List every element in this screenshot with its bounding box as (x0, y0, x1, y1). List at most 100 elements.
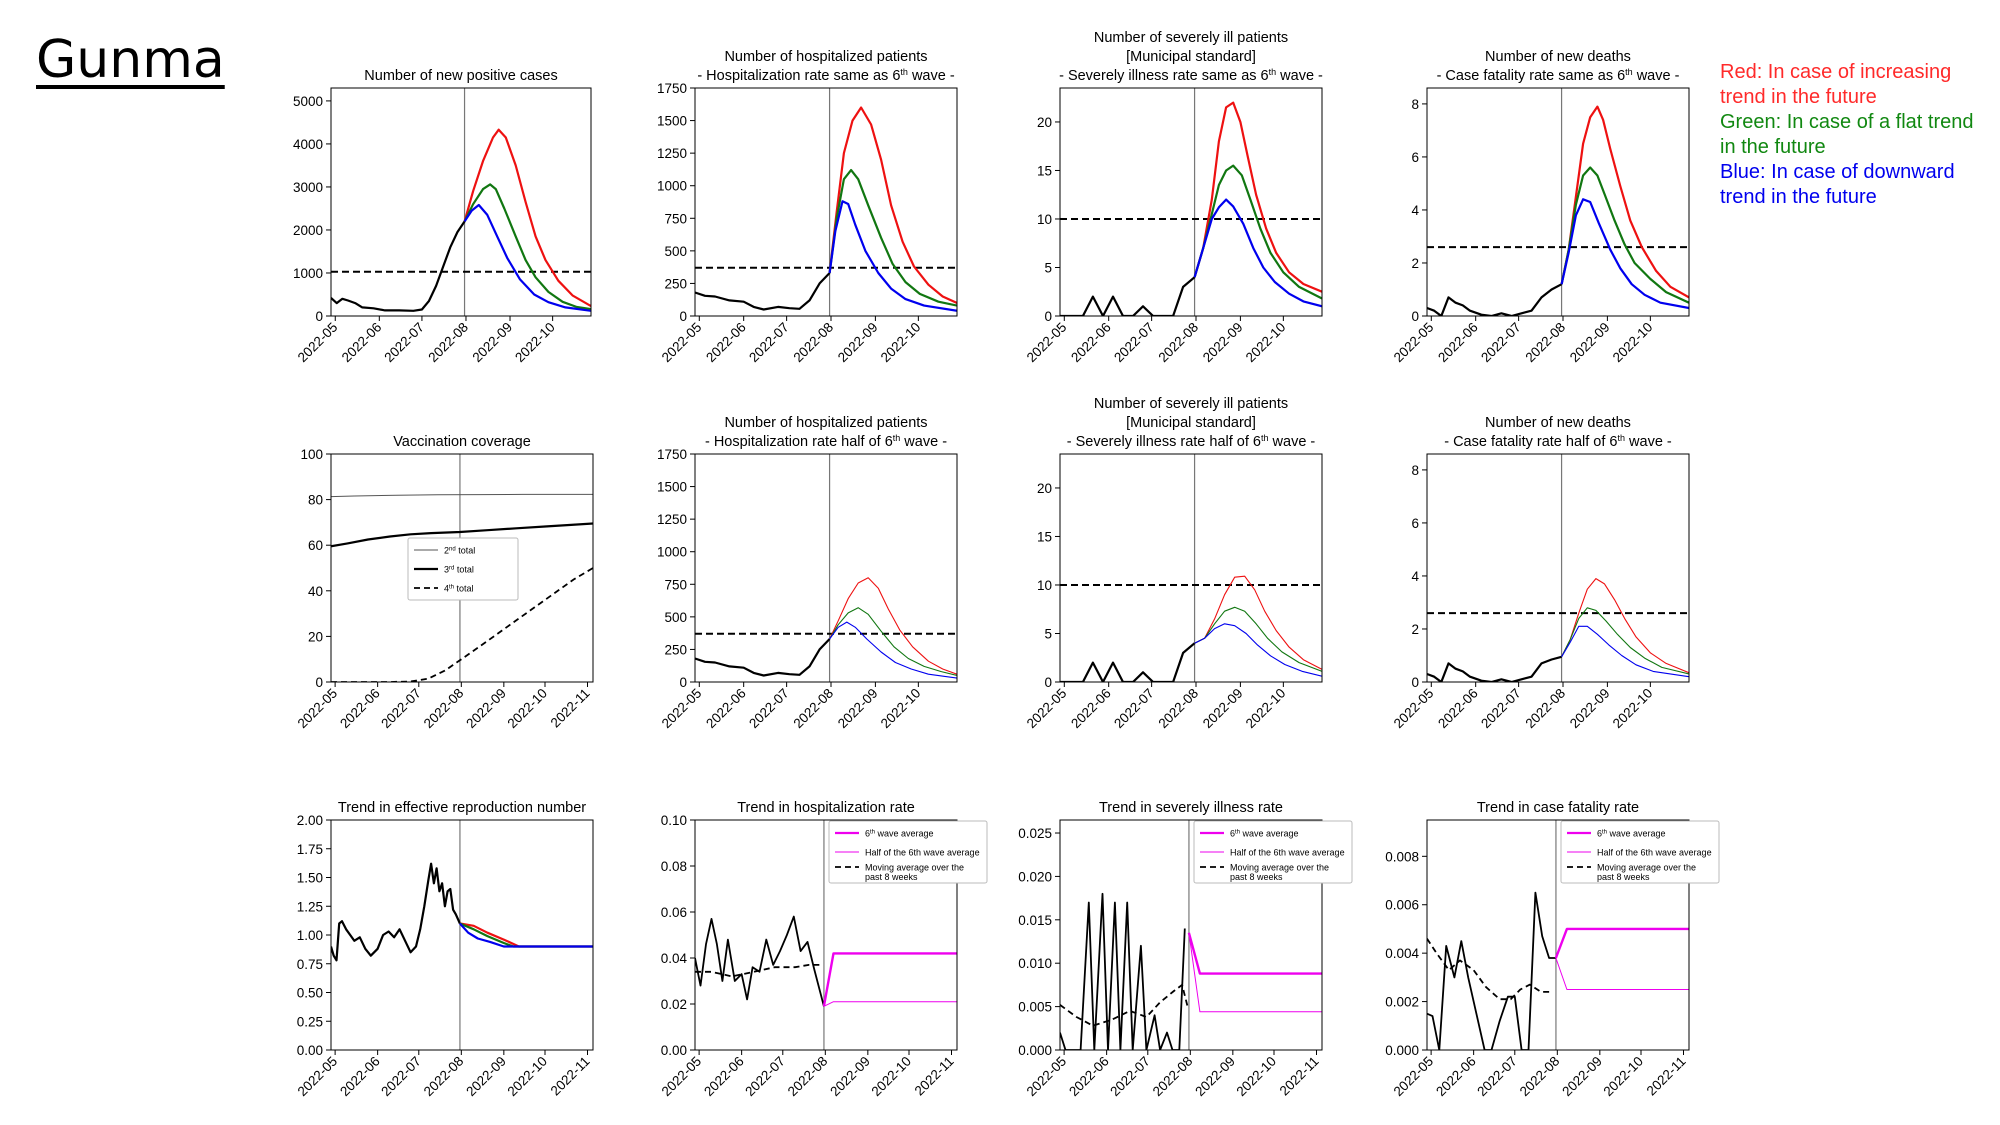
y-tick-label: 1.00 (297, 928, 323, 943)
y-tick-label: 0.00 (297, 1043, 323, 1058)
series-line-2 (1187, 932, 1322, 975)
x-tick-label: 2022-10 (1600, 1054, 1646, 1100)
legend-label: 6th wave average (865, 829, 934, 839)
x-tick-label: 2022-06 (337, 686, 383, 732)
chart-deaths-half: Number of new deaths - Case fatality rate… (1391, 415, 1690, 732)
x-tick-label: 2022-09 (835, 686, 881, 732)
series-line-2 (1561, 607, 1689, 675)
y-tick-label: 1500 (657, 480, 687, 495)
chart-hosp-half: Number of hospitalized patients - Hospita… (657, 415, 958, 732)
x-tick-label: 2022-05 (1391, 686, 1437, 732)
chart-severe-same: Number of severely ill patients [Municipa… (1024, 30, 1323, 365)
legend-label: 2nd total (444, 546, 475, 556)
y-tick-label: 1000 (657, 179, 687, 194)
x-tick-label: 2022-09 (1192, 1054, 1238, 1100)
chart-hosp-same: Number of hospitalized patients - Hospita… (657, 49, 958, 366)
legend-label: Moving average over the (1597, 863, 1696, 873)
scenario-note-blue: Blue: In case of downward trend in the f… (1720, 161, 1955, 208)
y-tick-label: 0.25 (297, 1014, 323, 1029)
x-tick-label: 2022-06 (1068, 320, 1114, 366)
x-tick-label: 2022-08 (1522, 686, 1568, 732)
y-tick-label: 0 (1411, 675, 1419, 690)
x-tick-label: 2022-09 (463, 1054, 509, 1100)
y-tick-label: 0 (1411, 309, 1419, 324)
series-line-1 (1194, 575, 1322, 670)
y-tick-label: 20 (1037, 115, 1052, 130)
y-tick-label: 0.025 (1018, 826, 1052, 841)
series-line-2 (829, 607, 957, 677)
x-tick-label: 2022-07 (746, 686, 792, 732)
legend-label: 6th wave average (1230, 829, 1299, 839)
y-tick-label: 0.000 (1018, 1043, 1052, 1058)
plot-area (1060, 454, 1322, 682)
y-tick-label: 0.50 (297, 986, 323, 1001)
chart-fatality-rate: Trend in case fatality rate 0.000 0.002 0.0… (1385, 800, 1720, 1100)
x-tick-label: 2022-09 (1559, 1054, 1605, 1100)
series-line-0 (1060, 276, 1196, 316)
x-tick-label: 2022-09 (835, 320, 881, 366)
legend-box (1560, 820, 1720, 884)
x-tick-label: 2022-07 (1478, 686, 1524, 732)
y-tick-label: 20 (308, 629, 323, 644)
y-tick-label: 15 (1037, 163, 1052, 178)
plot-area (1060, 820, 1322, 1050)
chart-title: Number of severely ill patients (1094, 30, 1288, 46)
x-tick-label: 2022-06 (703, 320, 749, 366)
x-tick-label: 2022-10 (878, 320, 924, 366)
chart-title: Trend in case fatality rate (1477, 800, 1639, 816)
x-tick-label: 2022-07 (381, 320, 427, 366)
y-tick-label: 0 (1044, 675, 1052, 690)
x-tick-label: 2022-10 (878, 686, 924, 732)
y-tick-label: 0.000 (1385, 1043, 1419, 1058)
plot-frame (1059, 453, 1323, 683)
y-tick-label: 0 (679, 675, 687, 690)
legend-label: Moving average over the (865, 863, 964, 873)
x-tick-label: 2022-08 (421, 686, 467, 732)
x-tick-label: 2022-08 (785, 1054, 831, 1100)
plot-frame (330, 87, 592, 317)
plot-frame (330, 819, 594, 1051)
y-tick-label: 0.06 (661, 905, 687, 920)
plot-area (331, 820, 593, 1050)
legend-label: Half of the 6th wave average (1597, 848, 1712, 858)
series-line-3 (1560, 198, 1689, 310)
x-tick-label: 2022-07 (378, 1054, 424, 1100)
y-tick-label: 250 (664, 276, 687, 291)
chart-title: - Case fatality rate half of 6th wave - (1444, 433, 1672, 450)
x-tick-label: 2022-09 (1567, 320, 1613, 366)
series-line-0 (1427, 891, 1556, 1050)
legend-label: Moving average over the (1230, 863, 1329, 873)
y-tick-label: 0.00 (661, 1043, 687, 1058)
x-tick-label: 2022-05 (1024, 1054, 1070, 1100)
y-tick-label: 3000 (293, 180, 323, 195)
scenario-notes: Red: In case of increasing trend in the … (1720, 60, 1990, 210)
x-tick-label: 2022-05 (659, 686, 705, 732)
series-line-3 (1561, 625, 1689, 678)
series-line-2 (1560, 166, 1689, 304)
y-tick-label: 2000 (293, 223, 323, 238)
x-tick-label: 2022-06 (1435, 320, 1481, 366)
chart-rt: Trend in effective reproduction number 0.… (295, 800, 594, 1100)
y-tick-label: 750 (664, 211, 687, 226)
x-tick-label: 2022-08 (1517, 1054, 1563, 1100)
chart-title: Number of hospitalized patients (724, 415, 927, 431)
plot-frame (1426, 87, 1690, 317)
x-tick-label: 2022-09 (827, 1054, 873, 1100)
y-tick-label: 2 (1411, 256, 1419, 271)
y-tick-label: 10 (1037, 212, 1052, 227)
y-tick-label: 2.00 (297, 813, 323, 828)
series-line-1 (1560, 105, 1689, 299)
series-line-0 (1060, 892, 1186, 1050)
series-line-0 (331, 493, 593, 498)
x-tick-label: 2022-05 (659, 1054, 705, 1100)
x-tick-label: 2022-07 (1111, 320, 1157, 366)
y-tick-label: 4 (1411, 203, 1419, 218)
x-tick-label: 2022-11 (1277, 1054, 1322, 1099)
chart-title: - Severely illness rate half of 6th wave… (1067, 433, 1316, 450)
plot-area (331, 454, 593, 682)
x-tick-label: 2022-09 (1200, 320, 1246, 366)
plot-area (695, 88, 957, 316)
y-tick-label: 0.020 (1018, 869, 1052, 884)
y-tick-label: 0.08 (661, 859, 687, 874)
plot-frame (694, 453, 958, 683)
